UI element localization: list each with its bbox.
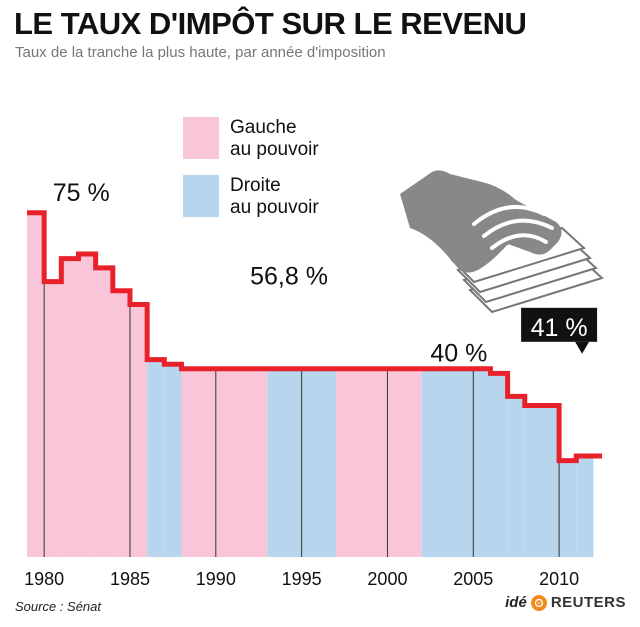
- annotation-0: 75 %: [53, 179, 110, 207]
- reuters-logo: REUTERS: [550, 594, 626, 611]
- period-fill: [95, 267, 113, 557]
- tick-label-1985: 1985: [110, 569, 150, 589]
- period-fill: [147, 359, 165, 557]
- tick-label-1995: 1995: [282, 569, 322, 589]
- year-gridlines: [43, 281, 560, 557]
- chart-title: LE TAUX D'IMPÔT SUR LE REVENU: [14, 6, 527, 41]
- chart-subtitle: Taux de la tranche la plus haute, par an…: [15, 44, 386, 61]
- callout-box: [521, 307, 598, 342]
- annotation-1: 56,8 %: [250, 262, 328, 290]
- credits: idé REUTERS: [505, 594, 626, 611]
- period-fill: [559, 460, 577, 557]
- callout-41: 41 %: [521, 307, 598, 354]
- period-droite-5: [421, 368, 594, 557]
- period-fill: [164, 364, 182, 557]
- period-fill: [473, 368, 491, 557]
- tick-label-1980: 1980: [24, 569, 64, 589]
- period-fill: [181, 368, 268, 557]
- period-fill: [61, 258, 79, 557]
- tick-label-2010: 2010: [539, 569, 579, 589]
- period-gauche-0: [27, 212, 148, 557]
- period-fill: [112, 290, 130, 557]
- period-gauche-4: [335, 368, 422, 557]
- callout-label: 41 %: [531, 314, 588, 342]
- period-fill: [490, 373, 508, 557]
- period-fill: [576, 456, 594, 557]
- period-gauche-2: [181, 368, 268, 557]
- period-fill: [27, 212, 45, 557]
- period-fill: [421, 368, 474, 557]
- period-fill: [335, 368, 422, 557]
- period-droite-1: [147, 359, 182, 557]
- source-note: Source : Sénat: [15, 599, 101, 614]
- legend-item-gauche: Gauche au pouvoir: [183, 117, 319, 160]
- period-fill: [44, 281, 62, 557]
- hand-with-banknotes-icon: [400, 170, 604, 314]
- ide-logo: idé: [505, 594, 527, 611]
- x-axis-ticks: 1980 1985 1990 1995 2000 2005 2010: [24, 569, 579, 589]
- legend-item-droite: Droite au pouvoir: [183, 175, 319, 218]
- period-fill: [129, 304, 148, 557]
- tick-label-2005: 2005: [453, 569, 493, 589]
- legend-swatch-droite: [183, 175, 219, 217]
- period-fill: [78, 254, 96, 557]
- legend: Gauche au pouvoir Droite au pouvoir: [183, 117, 319, 218]
- reuters-logo-icon: [530, 594, 547, 611]
- tick-label-1990: 1990: [196, 569, 236, 589]
- legend-swatch-gauche: [183, 117, 219, 159]
- legend-label-droite: Droite au pouvoir: [230, 175, 319, 218]
- tick-label-2000: 2000: [367, 569, 407, 589]
- legend-label-gauche: Gauche au pouvoir: [230, 117, 319, 160]
- period-fill: [524, 405, 560, 557]
- annotation-2: 40 %: [430, 339, 487, 367]
- period-fill: [507, 396, 525, 557]
- annotations: 75 % 56,8 % 40 % 41 %: [53, 179, 598, 367]
- callout-pointer: [575, 341, 590, 354]
- rate-line-layer: [26, 210, 602, 464]
